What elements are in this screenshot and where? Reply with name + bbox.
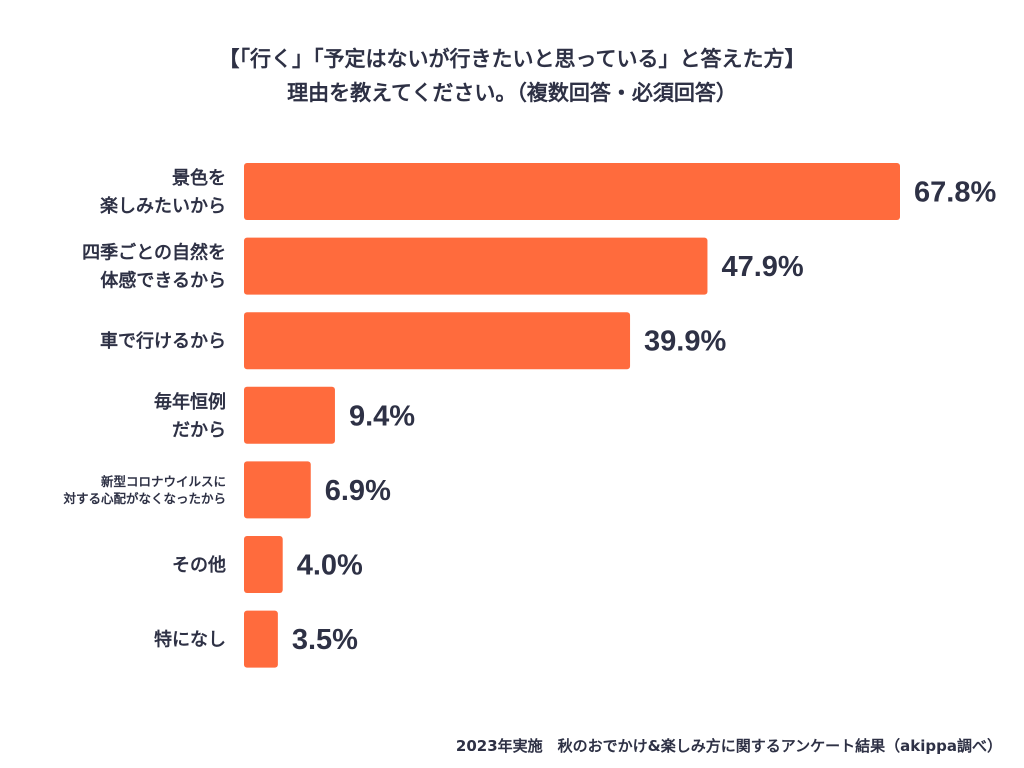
category-label-line: 新型コロナウイルスに xyxy=(101,474,226,489)
category-label-line: 楽しみたいから xyxy=(100,195,226,217)
category-label: 四季ごとの自然を体感できるから xyxy=(82,242,226,292)
bar xyxy=(244,386,335,444)
category-label-line: 四季ごとの自然を xyxy=(82,242,226,264)
category-label: その他 xyxy=(172,554,226,576)
bar xyxy=(244,461,311,519)
category-label-line: その他 xyxy=(172,554,226,576)
bar xyxy=(244,163,900,220)
bar xyxy=(244,536,283,593)
value-label: 47.9% xyxy=(721,251,803,283)
value-label: 67.8% xyxy=(914,177,996,209)
value-label: 4.0% xyxy=(297,550,363,582)
category-label: 車で行けるから xyxy=(100,330,226,352)
category-label: 毎年恒例だから xyxy=(154,391,226,441)
chart-title-line-1: 【「行く」「予定はないが行きたいと思っている」と答えた方】 xyxy=(218,47,806,71)
bar xyxy=(244,610,278,668)
category-label: 新型コロナウイルスに対する心配がなくなったから xyxy=(62,474,226,506)
bar xyxy=(244,312,631,370)
value-label: 39.9% xyxy=(644,326,726,358)
category-label-line: 毎年恒例 xyxy=(154,391,226,413)
value-label: 9.4% xyxy=(349,400,415,432)
category-label-line: だから xyxy=(172,420,226,441)
category-label: 景色を楽しみたいから xyxy=(100,167,226,217)
bar xyxy=(244,237,708,295)
category-label-line: 車で行けるから xyxy=(100,330,226,352)
category-label-line: 対する心配がなくなったから xyxy=(62,491,226,506)
value-label: 3.5% xyxy=(292,624,358,656)
survey-source-footer: 2023年実施 秋のおでかけ&楽しみ方に関するアンケート結果（akippa調べ） xyxy=(455,737,1002,755)
category-label: 特になし xyxy=(154,629,226,651)
category-label-line: 景色を xyxy=(172,167,226,189)
bar-chart: 67.8% 景色を楽しみたいから 47.9% 四季ごとの自然を体感できるから 39.9%… xyxy=(62,163,996,668)
chart-title-line-2: 理由を教えてください。（複数回答・必須回答） xyxy=(287,81,737,105)
value-label: 6.9% xyxy=(325,475,391,507)
category-label-line: 特になし xyxy=(154,629,226,651)
category-label-line: 体感できるから xyxy=(100,270,226,292)
